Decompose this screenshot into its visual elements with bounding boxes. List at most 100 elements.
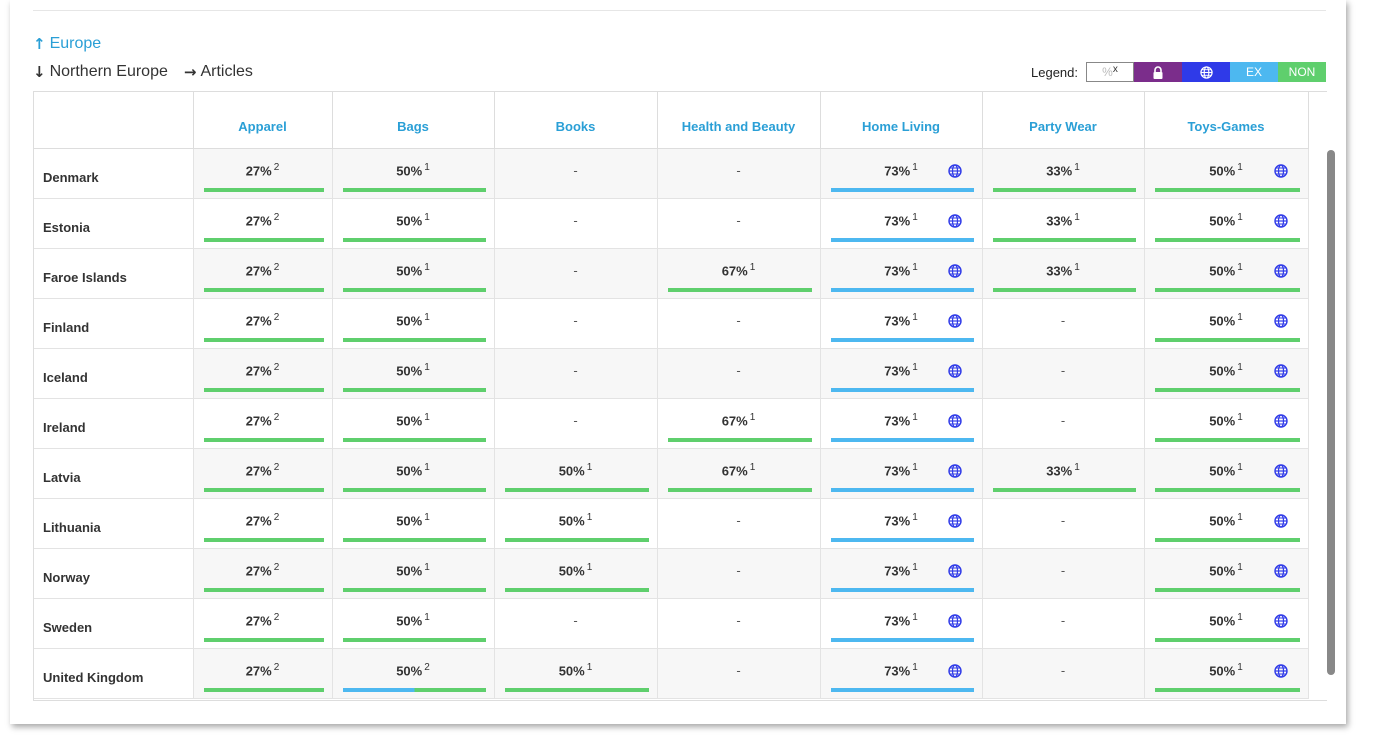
coverage-cell[interactable]: - (982, 398, 1145, 449)
coverage-cell[interactable]: 73% 1 (820, 298, 983, 349)
coverage-cell[interactable]: 27% 2 (193, 598, 333, 649)
coverage-cell[interactable]: 73% 1 (820, 348, 983, 399)
coverage-cell[interactable]: 50% 1 (332, 548, 495, 599)
coverage-cell[interactable]: 73% 1 (820, 598, 983, 649)
coverage-cell[interactable]: - (494, 348, 658, 399)
coverage-cell[interactable]: 50% 1 (1144, 198, 1309, 249)
coverage-percent: 73% (884, 362, 911, 378)
coverage-cell[interactable]: 73% 1 (820, 548, 983, 599)
column-header[interactable]: Health and Beauty (657, 92, 821, 149)
coverage-cell[interactable]: 50% 1 (332, 448, 495, 499)
coverage-cell[interactable]: 27% 2 (193, 648, 333, 699)
coverage-cell[interactable]: 27% 2 (193, 298, 333, 349)
column-header[interactable]: Toys-Games (1144, 92, 1309, 149)
coverage-cell[interactable]: 73% 1 (820, 248, 983, 299)
coverage-cell[interactable]: 50% 1 (1144, 498, 1309, 549)
coverage-cell[interactable]: - (657, 598, 821, 649)
coverage-cell[interactable]: 73% 1 (820, 648, 983, 699)
coverage-count: 1 (424, 461, 430, 473)
coverage-cell[interactable]: - (657, 548, 821, 599)
nav-down-northern-europe[interactable]: ↓ Northern Europe (33, 63, 168, 81)
coverage-cell[interactable]: 50% 1 (1144, 598, 1309, 649)
coverage-cell[interactable]: 67% 1 (657, 248, 821, 299)
coverage-cell[interactable]: 50% 1 (1144, 448, 1309, 499)
coverage-cell[interactable]: - (494, 148, 658, 199)
coverage-cell[interactable]: 27% 2 (193, 398, 333, 449)
coverage-cell[interactable]: 27% 2 (193, 198, 333, 249)
coverage-cell[interactable]: 27% 2 (193, 448, 333, 499)
coverage-cell[interactable]: 27% 2 (193, 348, 333, 399)
column-header[interactable]: Bags (332, 92, 495, 149)
coverage-cell[interactable]: 27% 2 (193, 548, 333, 599)
coverage-cell[interactable]: 67% 1 (657, 398, 821, 449)
column-header[interactable]: Party Wear (982, 92, 1145, 149)
coverage-cell[interactable]: - (982, 548, 1145, 599)
vertical-scrollbar[interactable] (1327, 150, 1335, 675)
coverage-cell[interactable]: - (494, 598, 658, 649)
coverage-cell[interactable]: - (494, 198, 658, 249)
coverage-cell[interactable]: - (494, 298, 658, 349)
coverage-cell[interactable]: 50% 2 (332, 648, 495, 699)
coverage-cell[interactable]: 50% 1 (1144, 548, 1309, 599)
coverage-percent: 50% (1209, 562, 1236, 578)
coverage-cell[interactable]: 27% 2 (193, 498, 333, 549)
coverage-percent: 73% (884, 562, 911, 578)
coverage-count: 1 (912, 211, 918, 223)
coverage-cell[interactable]: 50% 1 (332, 598, 495, 649)
coverage-cell[interactable]: - (657, 198, 821, 249)
coverage-cell[interactable]: 50% 1 (332, 198, 495, 249)
coverage-cell[interactable]: 50% 1 (1144, 248, 1309, 299)
coverage-cell[interactable]: - (657, 498, 821, 549)
country-name: Denmark (34, 148, 194, 199)
coverage-cell[interactable]: - (657, 148, 821, 199)
empty-value: - (736, 312, 741, 328)
coverage-percent: 50% (558, 562, 585, 578)
coverage-bar (203, 637, 324, 642)
coverage-cell[interactable]: - (982, 498, 1145, 549)
column-header[interactable]: Home Living (820, 92, 983, 149)
coverage-cell[interactable]: 33% 1 (982, 448, 1145, 499)
coverage-cell[interactable]: 50% 1 (332, 498, 495, 549)
coverage-cell[interactable]: - (657, 298, 821, 349)
coverage-cell[interactable]: 73% 1 (820, 448, 983, 499)
coverage-cell[interactable]: 50% 1 (494, 548, 658, 599)
coverage-cell[interactable]: 50% 1 (332, 398, 495, 449)
table-row: Latvia 27% 2 50% 1 50% 1 67% 1 73% 1 33% 1 50% 1 (34, 448, 1309, 499)
coverage-percent: 33% (1046, 262, 1073, 278)
coverage-cell[interactable]: 73% 1 (820, 148, 983, 199)
nav-up-europe[interactable]: ↑ Europe (33, 35, 101, 53)
coverage-cell[interactable]: - (657, 348, 821, 399)
coverage-bar (830, 187, 974, 192)
coverage-cell[interactable]: - (982, 298, 1145, 349)
coverage-cell[interactable]: 33% 1 (982, 198, 1145, 249)
coverage-cell[interactable]: 50% 1 (494, 498, 658, 549)
coverage-cell[interactable]: 50% 1 (1144, 298, 1309, 349)
coverage-cell[interactable]: 50% 1 (494, 448, 658, 499)
coverage-cell[interactable]: 50% 1 (1144, 398, 1309, 449)
coverage-cell[interactable]: 73% 1 (820, 198, 983, 249)
coverage-cell[interactable]: - (494, 398, 658, 449)
column-header[interactable]: Apparel (193, 92, 333, 149)
coverage-cell[interactable]: 73% 1 (820, 498, 983, 549)
coverage-cell[interactable]: 50% 1 (1144, 648, 1309, 699)
nav-right-articles[interactable]: → Articles (184, 63, 253, 81)
coverage-cell[interactable]: 27% 2 (193, 148, 333, 199)
coverage-cell[interactable]: 50% 1 (1144, 148, 1309, 199)
coverage-cell[interactable]: 50% 1 (494, 648, 658, 699)
coverage-cell[interactable]: - (657, 648, 821, 699)
coverage-cell[interactable]: 50% 1 (332, 148, 495, 199)
coverage-cell[interactable]: 33% 1 (982, 248, 1145, 299)
coverage-cell[interactable]: - (982, 598, 1145, 649)
coverage-cell[interactable]: - (982, 348, 1145, 399)
coverage-cell[interactable]: 50% 1 (1144, 348, 1309, 399)
coverage-cell[interactable]: 50% 1 (332, 348, 495, 399)
coverage-cell[interactable]: 50% 1 (332, 248, 495, 299)
column-header[interactable]: Books (494, 92, 658, 149)
coverage-cell[interactable]: 33% 1 (982, 148, 1145, 199)
coverage-cell[interactable]: - (494, 248, 658, 299)
coverage-cell[interactable]: - (982, 648, 1145, 699)
coverage-cell[interactable]: 67% 1 (657, 448, 821, 499)
coverage-cell[interactable]: 50% 1 (332, 298, 495, 349)
coverage-cell[interactable]: 27% 2 (193, 248, 333, 299)
coverage-cell[interactable]: 73% 1 (820, 398, 983, 449)
